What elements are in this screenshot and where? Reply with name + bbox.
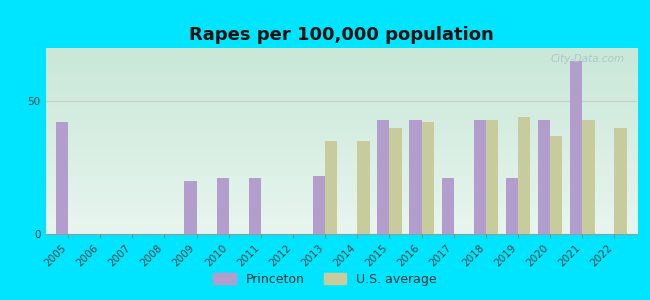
- Bar: [358, 141, 370, 234]
- Bar: [614, 128, 627, 234]
- Bar: [325, 141, 337, 234]
- Bar: [313, 176, 325, 234]
- Bar: [56, 122, 68, 234]
- Bar: [538, 120, 550, 234]
- Bar: [216, 178, 229, 234]
- Bar: [550, 136, 562, 234]
- Bar: [582, 120, 595, 234]
- Bar: [486, 120, 498, 234]
- Bar: [185, 181, 196, 234]
- Bar: [389, 128, 402, 234]
- Bar: [377, 120, 389, 234]
- Text: City-Data.com: City-Data.com: [551, 54, 625, 64]
- Bar: [506, 178, 518, 234]
- Legend: Princeton, U.S. average: Princeton, U.S. average: [209, 268, 441, 291]
- Bar: [410, 120, 422, 234]
- Bar: [570, 61, 582, 234]
- Bar: [441, 178, 454, 234]
- Bar: [422, 122, 434, 234]
- Bar: [474, 120, 486, 234]
- Bar: [518, 117, 530, 234]
- Title: Rapes per 100,000 population: Rapes per 100,000 population: [189, 26, 493, 44]
- Bar: [249, 178, 261, 234]
